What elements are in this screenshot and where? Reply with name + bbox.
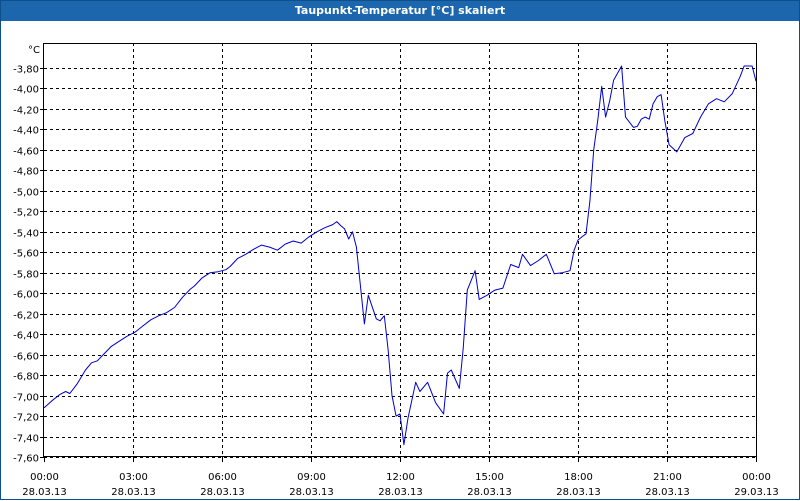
x-tick-time-label: 06:00 bbox=[208, 472, 237, 483]
x-tick-time-label: 09:00 bbox=[297, 472, 326, 483]
x-tick-time-label: 18:00 bbox=[564, 472, 593, 483]
series-line bbox=[43, 65, 757, 446]
x-tick-date-label: 28.03.13 bbox=[200, 487, 245, 498]
y-tick-label: -5,20 bbox=[13, 208, 39, 219]
y-tick-label: -4,40 bbox=[13, 126, 39, 137]
y-tick-label: -7,00 bbox=[13, 393, 39, 404]
x-tick-date-label: 28.03.13 bbox=[22, 487, 67, 498]
y-tick-label: -6,60 bbox=[13, 352, 39, 363]
x-tick-date-label: 28.03.13 bbox=[467, 487, 512, 498]
window-title: Taupunkt-Temperatur [°C] skaliert bbox=[1, 1, 799, 21]
x-tick-time-label: 21:00 bbox=[653, 472, 682, 483]
x-tick-date-label: 28.03.13 bbox=[556, 487, 601, 498]
x-tick-time-label: 15:00 bbox=[475, 472, 504, 483]
x-tick-time-label: 00:00 bbox=[742, 472, 771, 483]
y-tick-label: -5,80 bbox=[13, 270, 39, 281]
y-axis-ticks: -3,80 -4,00 -4,20 -4,40 -4,60 -4,80 -5,00 -5,20… bbox=[13, 65, 44, 465]
y-tick-label: -6,20 bbox=[13, 311, 39, 322]
y-tick-label: -5,40 bbox=[13, 229, 39, 240]
y-tick-label: -7,40 bbox=[13, 434, 39, 445]
x-tick-time-label: 00:00 bbox=[30, 472, 59, 483]
x-tick-date-label: 29.03.13 bbox=[734, 487, 779, 498]
y-tick-label: -4,80 bbox=[13, 167, 39, 178]
y-tick-label: -3,80 bbox=[13, 65, 39, 76]
x-tick-date-label: 28.03.13 bbox=[289, 487, 334, 498]
y-tick-label: -7,20 bbox=[13, 413, 39, 424]
y-tick-label: -4,60 bbox=[13, 147, 39, 158]
y-tick-label: -6,80 bbox=[13, 372, 39, 383]
x-tick-date-label: 28.03.13 bbox=[378, 487, 423, 498]
x-tick-date-label: 28.03.13 bbox=[111, 487, 156, 498]
y-tick-label: -6,40 bbox=[13, 331, 39, 342]
x-axis-ticks: 00:00 28.03.13 03:00 28.03.13 06:00 28.03.13 0… bbox=[22, 457, 779, 498]
y-tick-label: -4,00 bbox=[13, 85, 39, 96]
y-tick-label: -5,60 bbox=[13, 249, 39, 260]
y-unit-label: °C bbox=[28, 45, 40, 56]
y-tick-label: -5,00 bbox=[13, 188, 39, 199]
x-tick-date-label: 28.03.13 bbox=[645, 487, 690, 498]
y-tick-label: -6,00 bbox=[13, 290, 39, 301]
y-tick-label: -4,20 bbox=[13, 106, 39, 117]
y-tick-label: -7,60 bbox=[13, 454, 39, 465]
x-tick-time-label: 03:00 bbox=[119, 472, 148, 483]
data-series bbox=[43, 65, 757, 446]
x-tick-time-label: 12:00 bbox=[386, 472, 415, 483]
